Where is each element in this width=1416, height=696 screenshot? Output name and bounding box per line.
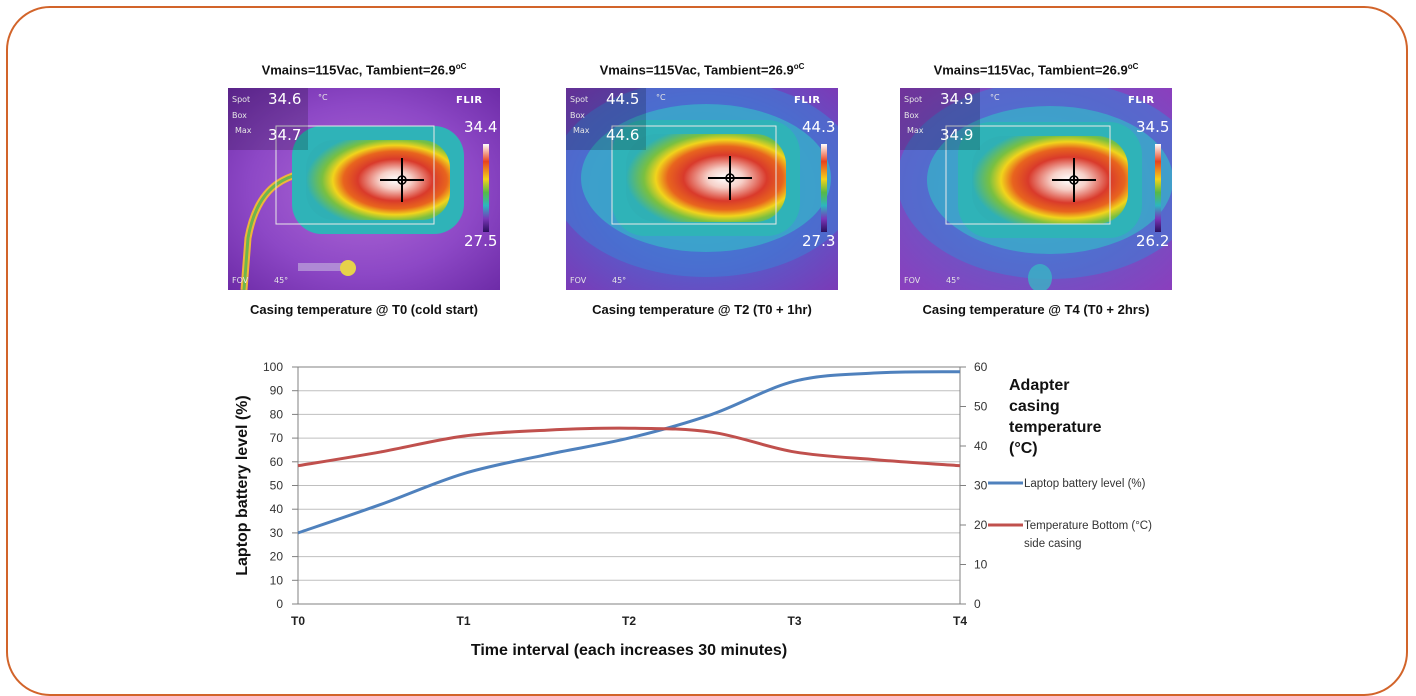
spot-value: 44.5 bbox=[606, 90, 640, 108]
flir-logo: FLIR bbox=[456, 95, 483, 106]
spot-label: Spot bbox=[904, 95, 923, 104]
thermal-picture bbox=[228, 88, 500, 290]
thermal-caption: Casing temperature @ T0 (cold start) bbox=[250, 302, 478, 317]
x-axis-title: Time interval (each increases 30 minutes… bbox=[471, 642, 787, 659]
max-label: Max bbox=[573, 126, 590, 135]
series-line-battery bbox=[297, 370, 961, 535]
spot-value: 34.9 bbox=[940, 90, 974, 108]
thermal-panel-t2: Vmains=115Vac, Tambient=26.9oC Spot Box Ma… bbox=[566, 58, 838, 317]
unit-label: °C bbox=[318, 93, 328, 102]
x-tick-label: T2 bbox=[622, 614, 636, 628]
scale-high: 44.3 bbox=[802, 118, 836, 136]
condition-label: Vmains=115Vac, Tambient=26.9oC bbox=[261, 62, 467, 78]
y-tick-label: 60 bbox=[270, 455, 284, 469]
max-label: Max bbox=[235, 126, 252, 135]
legend-label-temperature: Temperature Bottom (°C) bbox=[1024, 520, 1152, 532]
unit-label: °C bbox=[656, 93, 666, 102]
y-tick-label: 20 bbox=[270, 550, 284, 564]
y2-tick-label: 0 bbox=[974, 597, 981, 611]
y-tick-label: 100 bbox=[263, 360, 283, 374]
max-value: 44.6 bbox=[606, 126, 640, 144]
max-value: 34.7 bbox=[268, 126, 302, 144]
y-tick-label: 90 bbox=[270, 384, 284, 398]
x-tick-label: T1 bbox=[456, 614, 470, 628]
thermal-caption: Casing temperature @ T4 (T0 + 2hrs) bbox=[922, 302, 1150, 317]
flir-logo: FLIR bbox=[794, 95, 821, 106]
thermal-picture bbox=[566, 88, 838, 290]
y2-tick-label: 20 bbox=[974, 518, 988, 532]
y-tick-label: 40 bbox=[270, 502, 284, 516]
series-line-temperature bbox=[297, 426, 961, 468]
fov-value: 45° bbox=[946, 276, 961, 285]
y-tick-label: 30 bbox=[270, 526, 284, 540]
unit-label: °C bbox=[990, 93, 1000, 102]
y-axis-title: Laptop battery level (%) bbox=[234, 395, 251, 575]
y2-axis-title-line: casing bbox=[1009, 398, 1060, 415]
box-label: Box bbox=[232, 111, 247, 120]
spot-label: Spot bbox=[570, 95, 589, 104]
y2-tick-label: 60 bbox=[974, 360, 988, 374]
y-tick-label: 10 bbox=[270, 573, 284, 587]
y2-axis-title-line: temperature bbox=[1009, 419, 1102, 436]
scale-high: 34.4 bbox=[464, 118, 498, 136]
y-tick-label: 0 bbox=[276, 597, 283, 611]
scale-high: 34.5 bbox=[1136, 118, 1170, 136]
box-label: Box bbox=[904, 111, 919, 120]
scale-low: 26.2 bbox=[1136, 232, 1170, 250]
fov-label: FOV bbox=[570, 276, 587, 285]
y-tick-label: 80 bbox=[270, 407, 284, 421]
y2-axis-title-line: Adapter bbox=[1009, 377, 1069, 394]
box-label: Box bbox=[570, 111, 585, 120]
condition-label: Vmains=115Vac, Tambient=26.9oC bbox=[933, 62, 1139, 78]
scale-low: 27.3 bbox=[802, 232, 836, 250]
thermal-image: Spot Box Max 34.9 34.9 °C FLIR 34.5 26.2 FOV 45° bbox=[900, 88, 1172, 290]
y2-axis-title-line: (°C) bbox=[1009, 440, 1038, 457]
fov-value: 45° bbox=[612, 276, 627, 285]
flir-logo: FLIR bbox=[1128, 95, 1155, 106]
spot-label: Spot bbox=[232, 95, 251, 104]
thermal-image: Spot Box Max 44.5 44.6 °C FLIR 44.3 27.3 FOV 45° bbox=[566, 88, 838, 290]
max-value: 34.9 bbox=[940, 126, 974, 144]
max-label: Max bbox=[907, 126, 924, 135]
fov-label: FOV bbox=[232, 276, 249, 285]
legend-label-temperature-2: side casing bbox=[1024, 538, 1082, 550]
x-tick-label: T4 bbox=[953, 614, 967, 628]
fov-label: FOV bbox=[904, 276, 921, 285]
thermal-panel-t0: Vmains=115Vac, Tambient=26.9oC Spot Box Ma… bbox=[228, 58, 500, 317]
thermal-picture bbox=[900, 88, 1172, 290]
x-tick-label: T3 bbox=[787, 614, 801, 628]
x-tick-label: T0 bbox=[291, 614, 305, 628]
fov-value: 45° bbox=[274, 276, 289, 285]
y-tick-label: 50 bbox=[270, 479, 284, 493]
y2-tick-label: 30 bbox=[974, 479, 988, 493]
y-tick-label: 70 bbox=[270, 431, 284, 445]
y2-tick-label: 40 bbox=[974, 439, 988, 453]
legend-label-battery: Laptop battery level (%) bbox=[1024, 478, 1146, 490]
y2-tick-label: 50 bbox=[974, 400, 988, 414]
scale-low: 27.5 bbox=[464, 232, 498, 250]
y2-tick-label: 10 bbox=[974, 558, 988, 572]
thermal-panel-t4: Vmains=115Vac, Tambient=26.9oC Spot Box Ma… bbox=[900, 58, 1172, 317]
thermal-image: Spot Box Max 34.6 34.7 °C FLIR 34.4 27.5 FOV 45° bbox=[228, 88, 500, 290]
condition-label: Vmains=115Vac, Tambient=26.9oC bbox=[599, 62, 805, 78]
spot-value: 34.6 bbox=[268, 90, 302, 108]
thermal-caption: Casing temperature @ T2 (T0 + 1hr) bbox=[592, 302, 812, 317]
